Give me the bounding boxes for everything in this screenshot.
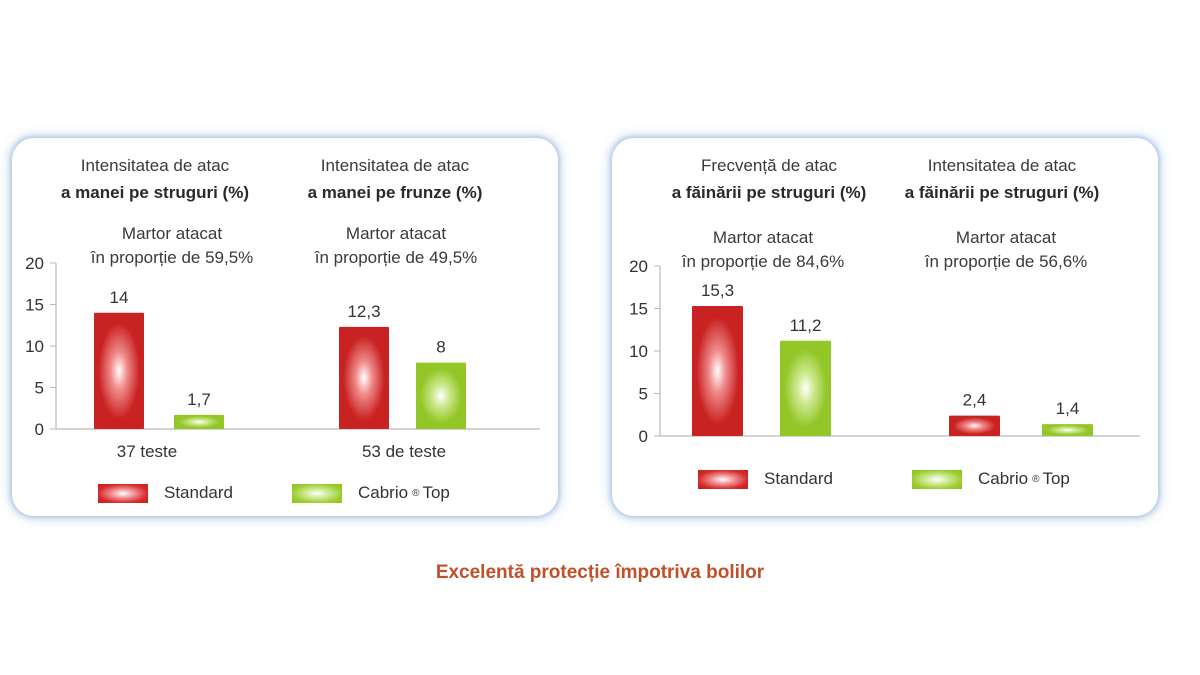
chart-right-svg: 0 5 10 15 20 15,3 11,2 2,4 1,4 <box>629 257 1140 446</box>
y-ticks: 0 5 10 15 20 <box>25 254 56 439</box>
group-subtitle-mana-struguri: Martor atacat în proporție de 59,5% <box>37 222 307 270</box>
y-tick-label: 20 <box>25 254 44 273</box>
bar-cabrio-top-1 <box>416 362 466 429</box>
y-tick-10: 10 <box>25 337 56 356</box>
legend-swatch-cabrio-top <box>292 483 342 503</box>
group-subtitle-frecventa-fainare: Martor atacat în proporție de 84,6% <box>628 226 898 274</box>
y-tick-label: 5 <box>639 385 648 404</box>
bars-left: 14 1,7 12,3 8 <box>94 288 466 429</box>
registered-mark: ® <box>412 487 420 499</box>
group-subtitle-intensitate-fainare: Martor atacat în proporție de 56,6% <box>871 226 1141 274</box>
y-tick-20: 20 <box>629 257 660 276</box>
legend-swatch-cabrio-top <box>912 469 962 489</box>
group-subtitle-mana-frunze: Martor atacat în proporție de 49,5% <box>261 222 531 270</box>
y-tick-label: 5 <box>35 379 44 398</box>
bar-value-label: 8 <box>436 338 445 357</box>
legend-label-standard: Standard <box>764 469 833 488</box>
bar-cabrio-top-0 <box>174 414 224 429</box>
y-tick-15: 15 <box>25 296 56 315</box>
y-tick-label: 20 <box>629 257 648 276</box>
y-tick-label: 10 <box>25 337 44 356</box>
group-title-frecventa-fainare: Frecvență de atac a făinării pe struguri… <box>634 152 904 206</box>
group-title-line2: a manei pe struguri (%) <box>61 183 249 202</box>
group-title-line2: a făinării pe struguri (%) <box>671 183 867 202</box>
footer-title: Excelentă protecție împotriva bolilor <box>435 562 765 583</box>
y-tick-10: 10 <box>629 342 660 361</box>
y-tick-0: 0 <box>639 427 660 446</box>
group-title-line1: Intensitatea de atac <box>320 156 470 175</box>
chart-panel-right: Frecvență de atac a făinării pe struguri… <box>612 138 1158 516</box>
bar-value-label: 14 <box>110 288 129 307</box>
group-title-line1: Intensitatea de atac <box>927 156 1077 175</box>
bar-value-label: 15,3 <box>701 281 734 300</box>
legend-label-top: Top <box>422 483 450 502</box>
legend-swatch-standard <box>98 483 148 503</box>
subtitle-line2: în proporție de 49,5% <box>314 248 478 267</box>
legend-standard: Standard <box>698 468 833 490</box>
subtitle-line1: Martor atacat <box>712 228 814 247</box>
legend-cabrio-top: Cabrio ® Top <box>912 468 1070 490</box>
bar-value-label: 1,7 <box>187 390 211 409</box>
group-title-line2: a făinării pe struguri (%) <box>904 183 1100 202</box>
subtitle-line2: în proporție de 56,6% <box>924 252 1088 271</box>
bar-cabrio-top-0 <box>780 340 831 436</box>
y-tick-label: 0 <box>35 420 44 439</box>
group-title-mana-frunze: Intensitatea de atac a manei pe frunze (… <box>260 152 530 206</box>
legend-swatch-standard <box>698 469 748 489</box>
legend-label-top: Top <box>1042 469 1070 488</box>
bar-standard-0 <box>94 312 144 429</box>
subtitle-line1: Martor atacat <box>345 224 447 243</box>
bar-value-label: 2,4 <box>963 391 987 410</box>
y-tick-15: 15 <box>629 300 660 319</box>
bar-standard-1 <box>339 326 389 429</box>
y-tick-0: 0 <box>35 420 56 439</box>
y-tick-label: 10 <box>629 342 648 361</box>
group-title-line1: Frecvență de atac <box>700 156 838 175</box>
group-title-intensitate-fainare: Intensitatea de atac a făinării pe strug… <box>867 152 1137 206</box>
bar-value-label: 11,2 <box>790 316 822 335</box>
subtitle-line1: Martor atacat <box>955 228 1057 247</box>
legend-standard: Standard <box>98 482 233 504</box>
y-ticks: 0 5 10 15 20 <box>629 257 660 446</box>
bar-standard-0 <box>692 305 743 436</box>
y-tick-label: 15 <box>629 300 648 319</box>
y-tick-5: 5 <box>639 385 660 404</box>
legend-label-cabrio: Cabrio <box>358 483 409 502</box>
legend-label-cabrio: Cabrio <box>978 469 1029 488</box>
bar-value-label: 12,3 <box>347 302 380 321</box>
group-title-line1: Intensitatea de atac <box>80 156 230 175</box>
subtitle-line2: în proporție de 59,5% <box>90 248 254 267</box>
group-title-line2: a manei pe frunze (%) <box>307 183 483 202</box>
y-tick-20: 20 <box>25 254 56 273</box>
bar-standard-1 <box>949 415 1000 436</box>
bar-value-label: 1,4 <box>1056 399 1080 418</box>
subtitle-line2: în proporție de 84,6% <box>681 252 845 271</box>
registered-mark: ® <box>1032 473 1040 485</box>
tests-label-mana-struguri: 37 teste <box>117 442 178 461</box>
legend-label-standard: Standard <box>164 483 233 502</box>
tests-label-mana-frunze: 53 de teste <box>362 442 446 461</box>
bar-cabrio-top-1 <box>1042 424 1093 436</box>
y-tick-label: 15 <box>25 296 44 315</box>
y-tick-label: 0 <box>639 427 648 446</box>
legend-cabrio-top: Cabrio ® Top <box>292 482 450 504</box>
subtitle-line1: Martor atacat <box>121 224 223 243</box>
bars-right: 15,3 11,2 2,4 1,4 <box>692 281 1093 436</box>
chart-left-svg: 0 5 10 15 20 14 1,7 12,3 8 37 teste 53 de t… <box>25 254 540 461</box>
chart-panel-left: Intensitatea de atac a manei pe struguri… <box>12 138 558 516</box>
y-tick-5: 5 <box>35 379 56 398</box>
group-title-mana-struguri: Intensitatea de atac a manei pe struguri… <box>20 152 290 206</box>
